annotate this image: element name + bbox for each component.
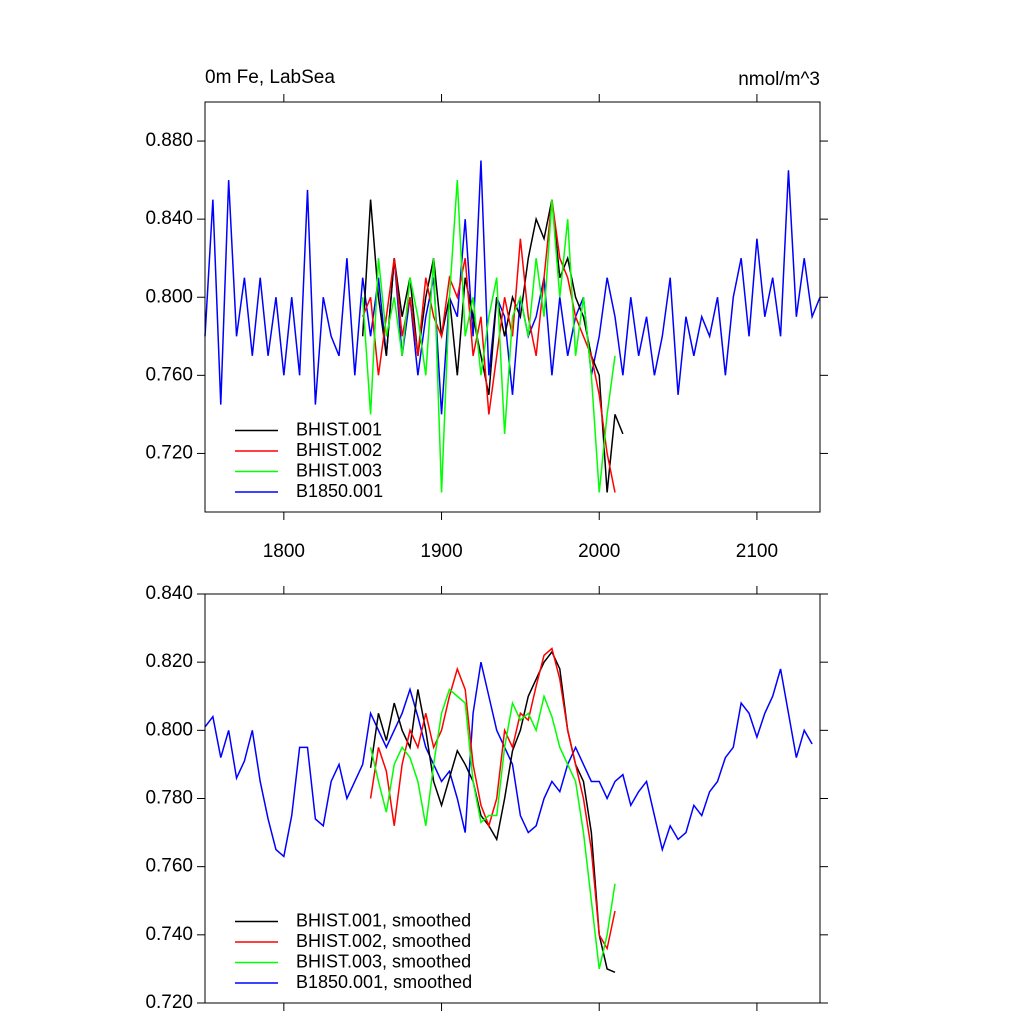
chart-title: 0m Fe, LabSea xyxy=(205,67,335,88)
y-tick-label: 0.720 xyxy=(145,442,193,463)
legend-label: BHIST.002 xyxy=(296,440,382,460)
plot-frame xyxy=(204,101,821,513)
legend-label: BHIST.003 xyxy=(296,460,382,480)
x-tick-label: 1900 xyxy=(420,541,462,562)
y-tick-label: 0.760 xyxy=(145,856,193,877)
plot-frame xyxy=(204,593,821,1004)
series-line xyxy=(361,180,616,493)
y-tick-label: 0.800 xyxy=(145,286,193,307)
y-tick-label: 0.800 xyxy=(145,719,193,740)
series-line xyxy=(361,199,624,493)
series-line xyxy=(369,647,616,951)
y-tick-label: 0.820 xyxy=(145,651,193,672)
legend-label: BHIST.001, smoothed xyxy=(296,910,471,930)
x-tick-label: 2100 xyxy=(736,541,778,562)
series-line xyxy=(204,160,821,415)
legend-label: BHIST.002, smoothed xyxy=(296,931,471,951)
y-tick-label: 0.720 xyxy=(145,992,193,1013)
units-label: nmol/m^3 xyxy=(738,69,820,90)
legend-label: BHIST.001 xyxy=(296,419,382,439)
legend-label: BHIST.003, smoothed xyxy=(296,951,471,971)
y-tick-label: 0.780 xyxy=(145,788,193,809)
x-tick-label: 1800 xyxy=(263,541,305,562)
x-tick-label: 2000 xyxy=(578,541,620,562)
y-tick-label: 0.840 xyxy=(145,583,193,604)
y-tick-label: 0.740 xyxy=(145,924,193,945)
y-tick-label: 0.880 xyxy=(145,130,193,151)
y-tick-label: 0.840 xyxy=(145,208,193,229)
series-line xyxy=(369,688,616,970)
legend-label: B1850.001, smoothed xyxy=(296,972,472,992)
legend-label: B1850.001 xyxy=(296,481,383,501)
series-line xyxy=(204,662,813,858)
y-tick-label: 0.760 xyxy=(145,364,193,385)
